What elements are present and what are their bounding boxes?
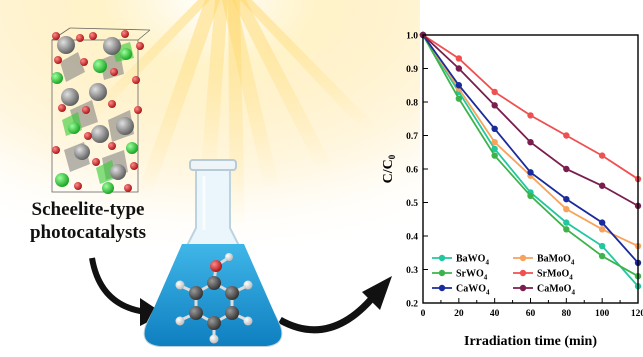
data-point-SrWO4-20 (455, 95, 463, 102)
data-point-CaWO4-20 (455, 82, 463, 89)
y-tick-label: 0.8 (406, 99, 418, 109)
legend-label-CaMoO4: CaMoO4 (537, 284, 575, 297)
y-tick-label: 0.7 (406, 132, 418, 142)
data-point-BaWO4-40 (491, 145, 498, 153)
y-tick-label: 0.3 (406, 266, 418, 276)
data-point-CaMoO4-80 (563, 165, 570, 173)
data-point-CaMoO4-40 (491, 102, 498, 109)
legend-label-BaMoO4: BaMoO4 (537, 254, 575, 267)
caption-line-1: Scheelite-type (31, 199, 145, 220)
y-axis-label: C/C0 (381, 154, 397, 183)
legend-marker-BaMoO4 (519, 254, 527, 262)
crystal-structure-icon (51, 27, 151, 194)
data-point-CaMoO4-20 (455, 65, 463, 72)
data-point-SrWO4-100 (598, 252, 606, 260)
legend-marker-CaMoO4 (519, 284, 527, 292)
curved-arrow-icon (89, 257, 147, 315)
data-point-CaWO4-60 (527, 169, 534, 176)
caption-line-2: photocatalysts (29, 222, 147, 243)
legend-label-BaWO4: BaWO4 (456, 254, 489, 267)
y-tick-label: 0.6 (406, 166, 418, 176)
data-point-CaMoO4-60 (527, 139, 534, 146)
data-point-SrWO4-60 (527, 192, 534, 199)
y-tick-label: 1.0 (406, 32, 418, 42)
degradation-chart: 0 20 40 60 80 100 120 0.2 0.3 0.4 0.5 0.6 0.7 0.8 0.9 1… (381, 32, 643, 350)
data-point-SrMoO4-40 (491, 88, 498, 96)
y-tick-label: 0.4 (406, 233, 418, 243)
data-point-BaMoO4-100 (598, 226, 606, 233)
legend-marker-SrMoO4 (519, 269, 527, 277)
curved-arrow-icon-2 (278, 293, 377, 334)
legend-label-SrWO4: SrWO4 (456, 269, 488, 282)
data-point-BaMoO4-80 (563, 206, 570, 213)
data-point-BaWO4-100 (598, 242, 606, 250)
x-tick-label: 40 (490, 309, 500, 319)
data-point-CaWO4-100 (598, 219, 606, 226)
data-point-SrMoO4-60 (527, 112, 534, 119)
data-point-BaMoO4-40 (491, 139, 498, 146)
phenol-molecule-icon (175, 253, 253, 344)
legend-marker-CaWO4 (438, 284, 446, 292)
x-tick-label: 80 (562, 309, 572, 319)
data-point-SrWO4-80 (563, 226, 570, 233)
data-point-SrMoO4-20 (455, 55, 463, 62)
data-point-SrWO4-40 (491, 152, 498, 159)
x-tick-label: 20 (454, 309, 464, 319)
y-tick-label: 0.5 (406, 199, 418, 209)
y-tick-label: 0.9 (406, 65, 418, 75)
legend-label-SrMoO4: SrMoO4 (537, 269, 573, 282)
legend-label-CaWO4: CaWO4 (456, 284, 490, 297)
legend-marker-SrWO4 (438, 269, 446, 277)
curved-arrow-head-2 (362, 276, 392, 310)
data-point-CaWO4-80 (563, 195, 570, 203)
data-point-CaMoO4-100 (598, 182, 606, 189)
x-tick-label: 100 (595, 309, 610, 319)
data-point-SrMoO4-80 (563, 132, 570, 139)
data-point-SrMoO4-100 (598, 152, 606, 159)
x-tick-label: 60 (526, 309, 536, 319)
data-point-BaWO4-80 (563, 219, 570, 226)
x-axis-label: Irradiation time (min) (464, 334, 597, 349)
y-tick-label: 0.2 (406, 300, 418, 310)
legend-marker-BaWO4 (438, 254, 446, 262)
x-tick-label: 120 (631, 309, 643, 319)
x-tick-label: 0 (421, 309, 426, 319)
curved-arrow-head (140, 298, 164, 326)
data-point-CaWO4-40 (491, 125, 498, 132)
